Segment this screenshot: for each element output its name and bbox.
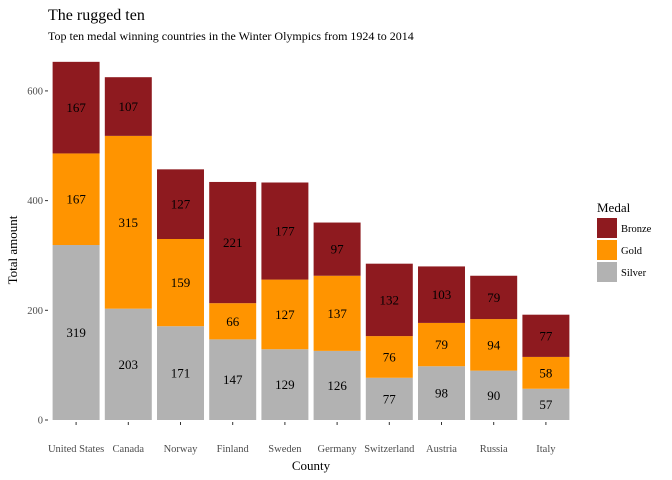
x-tick-label-italy: Italy xyxy=(536,444,556,455)
bar-gold-italy xyxy=(522,356,570,389)
bar-silver-germany xyxy=(313,350,361,420)
bar-bronze-russia xyxy=(470,275,518,320)
x-axis-title: County xyxy=(292,458,331,473)
bar-silver-finland xyxy=(209,339,257,420)
data-label-gold-germany: 137 xyxy=(327,306,347,321)
data-label-silver-germany: 126 xyxy=(327,378,347,393)
data-label-gold-canada: 315 xyxy=(119,215,139,230)
bar-gold-finland xyxy=(209,303,257,340)
bar-gold-switzerland xyxy=(365,336,413,378)
bar-silver-united-states xyxy=(52,245,100,420)
data-label-gold-finland: 66 xyxy=(226,314,240,329)
data-label-bronze-austria: 103 xyxy=(432,287,452,302)
data-label-silver-norway: 171 xyxy=(171,366,191,381)
legend-swatch-silver xyxy=(597,262,617,282)
bar-silver-italy xyxy=(522,388,570,420)
bar-bronze-italy xyxy=(522,314,570,357)
chart-subtitle: Top ten medal winning countries in the W… xyxy=(48,29,414,43)
data-label-silver-sweden: 129 xyxy=(275,377,295,392)
legend: Medal Bronze Gold Silver xyxy=(597,200,652,282)
bar-bronze-sweden xyxy=(261,182,309,280)
legend-swatch-bronze xyxy=(597,218,617,238)
data-label-bronze-germany: 97 xyxy=(331,242,345,257)
data-label-bronze-switzerland: 132 xyxy=(380,292,400,307)
data-label-bronze-finland: 221 xyxy=(223,235,243,250)
bar-silver-switzerland xyxy=(365,377,413,420)
bar-gold-united-states xyxy=(52,153,100,246)
legend-title: Medal xyxy=(597,200,631,215)
data-label-bronze-norway: 127 xyxy=(171,197,191,212)
data-label-silver-united-states: 319 xyxy=(66,325,86,340)
bar-gold-norway xyxy=(157,239,204,327)
y-tick-label: 600 xyxy=(27,86,43,97)
bar-gold-russia xyxy=(470,319,518,371)
legend-label-bronze: Bronze xyxy=(621,224,652,235)
data-label-silver-finland: 147 xyxy=(223,372,243,387)
bar-bronze-canada xyxy=(104,77,152,136)
bar-silver-russia xyxy=(470,370,518,420)
data-label-silver-austria: 98 xyxy=(435,386,448,401)
data-label-silver-switzerland: 77 xyxy=(383,391,397,406)
legend-label-silver: Silver xyxy=(621,268,647,279)
x-tick-label-germany: Germany xyxy=(318,444,358,455)
bar-bronze-norway xyxy=(157,169,204,239)
x-tick-label-sweden: Sweden xyxy=(268,444,302,455)
x-tick-label-canada: Canada xyxy=(113,444,145,455)
data-label-gold-russia: 94 xyxy=(487,337,501,352)
data-label-bronze-russia: 79 xyxy=(487,290,500,305)
y-tick-label: 400 xyxy=(27,196,43,207)
data-label-gold-norway: 159 xyxy=(171,275,191,290)
data-label-gold-austria: 79 xyxy=(435,337,448,352)
data-label-bronze-italy: 77 xyxy=(539,328,553,343)
data-label-bronze-sweden: 177 xyxy=(275,224,295,239)
data-label-bronze-canada: 107 xyxy=(119,99,139,114)
bar-bronze-germany xyxy=(313,222,361,276)
x-tick-label-switzerland: Switzerland xyxy=(364,444,415,455)
bar-gold-germany xyxy=(313,275,361,351)
bar-bronze-finland xyxy=(209,181,257,304)
data-label-bronze-united-states: 167 xyxy=(66,100,86,115)
bar-bronze-united-states xyxy=(52,61,100,154)
y-tick-label: 0 xyxy=(38,416,43,427)
y-tick-label: 200 xyxy=(27,306,43,317)
bar-silver-austria xyxy=(418,366,465,420)
bar-silver-canada xyxy=(104,308,152,420)
chart-title: The rugged ten xyxy=(48,7,145,24)
bar-gold-austria xyxy=(418,322,465,367)
x-tick-label-russia: Russia xyxy=(480,444,508,455)
x-tick-label-finland: Finland xyxy=(217,444,250,455)
data-label-gold-united-states: 167 xyxy=(66,192,86,207)
bar-bronze-austria xyxy=(418,266,465,323)
data-label-gold-italy: 58 xyxy=(539,365,552,380)
legend-swatch-gold xyxy=(597,240,617,260)
data-label-gold-switzerland: 76 xyxy=(383,349,397,364)
x-tick-label-austria: Austria xyxy=(426,444,457,455)
bar-bronze-switzerland xyxy=(365,263,413,337)
data-label-silver-canada: 203 xyxy=(119,357,139,372)
bar-silver-norway xyxy=(157,326,204,420)
bar-gold-sweden xyxy=(261,279,309,350)
bar-silver-sweden xyxy=(261,349,309,420)
legend-label-gold: Gold xyxy=(621,246,643,257)
data-label-silver-russia: 90 xyxy=(487,388,500,403)
data-label-silver-italy: 57 xyxy=(539,397,553,412)
bar-gold-canada xyxy=(104,135,152,309)
y-axis-title: Total amount xyxy=(5,215,20,284)
x-tick-label-norway: Norway xyxy=(164,444,199,455)
plot-area: 0 200 400 600 319 167 167 United States 203 315 10… xyxy=(27,61,570,455)
data-label-gold-sweden: 127 xyxy=(275,307,295,322)
x-tick-label-united-states: United States xyxy=(48,444,104,455)
